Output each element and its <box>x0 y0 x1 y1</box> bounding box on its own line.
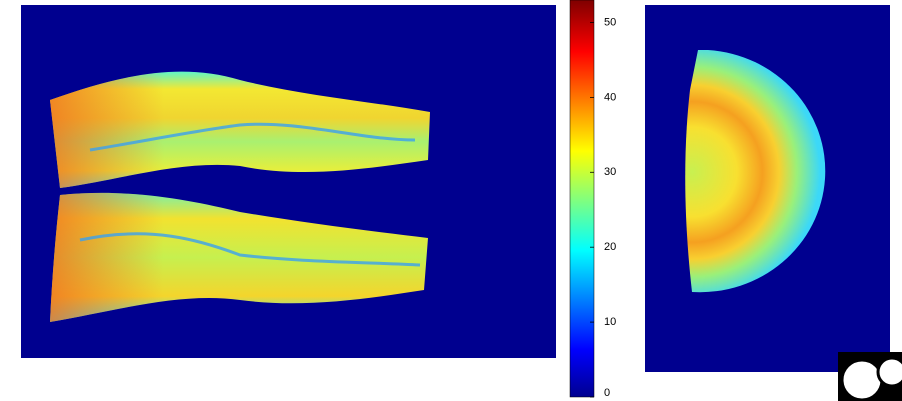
colorbar-tick-label: 20 <box>604 241 616 253</box>
fruit-slice-shade <box>50 71 430 188</box>
colorbar-tick-label: 50 <box>604 16 616 28</box>
license-icon <box>838 352 902 401</box>
texture-line <box>79 232 421 267</box>
colorbar-tick-label: 40 <box>604 91 616 103</box>
texture-line <box>89 122 416 152</box>
colorbar <box>569 0 595 398</box>
colorbar-ticks: 0 10 20 30 40 50 <box>590 16 616 399</box>
colorbar-tick-label: 30 <box>604 166 616 178</box>
colorbar-tick-label: 10 <box>604 316 616 328</box>
fruit-cross-section <box>685 50 826 293</box>
colorbar-tick-label: 0 <box>604 387 610 399</box>
fruit-slice-shade <box>50 192 428 322</box>
